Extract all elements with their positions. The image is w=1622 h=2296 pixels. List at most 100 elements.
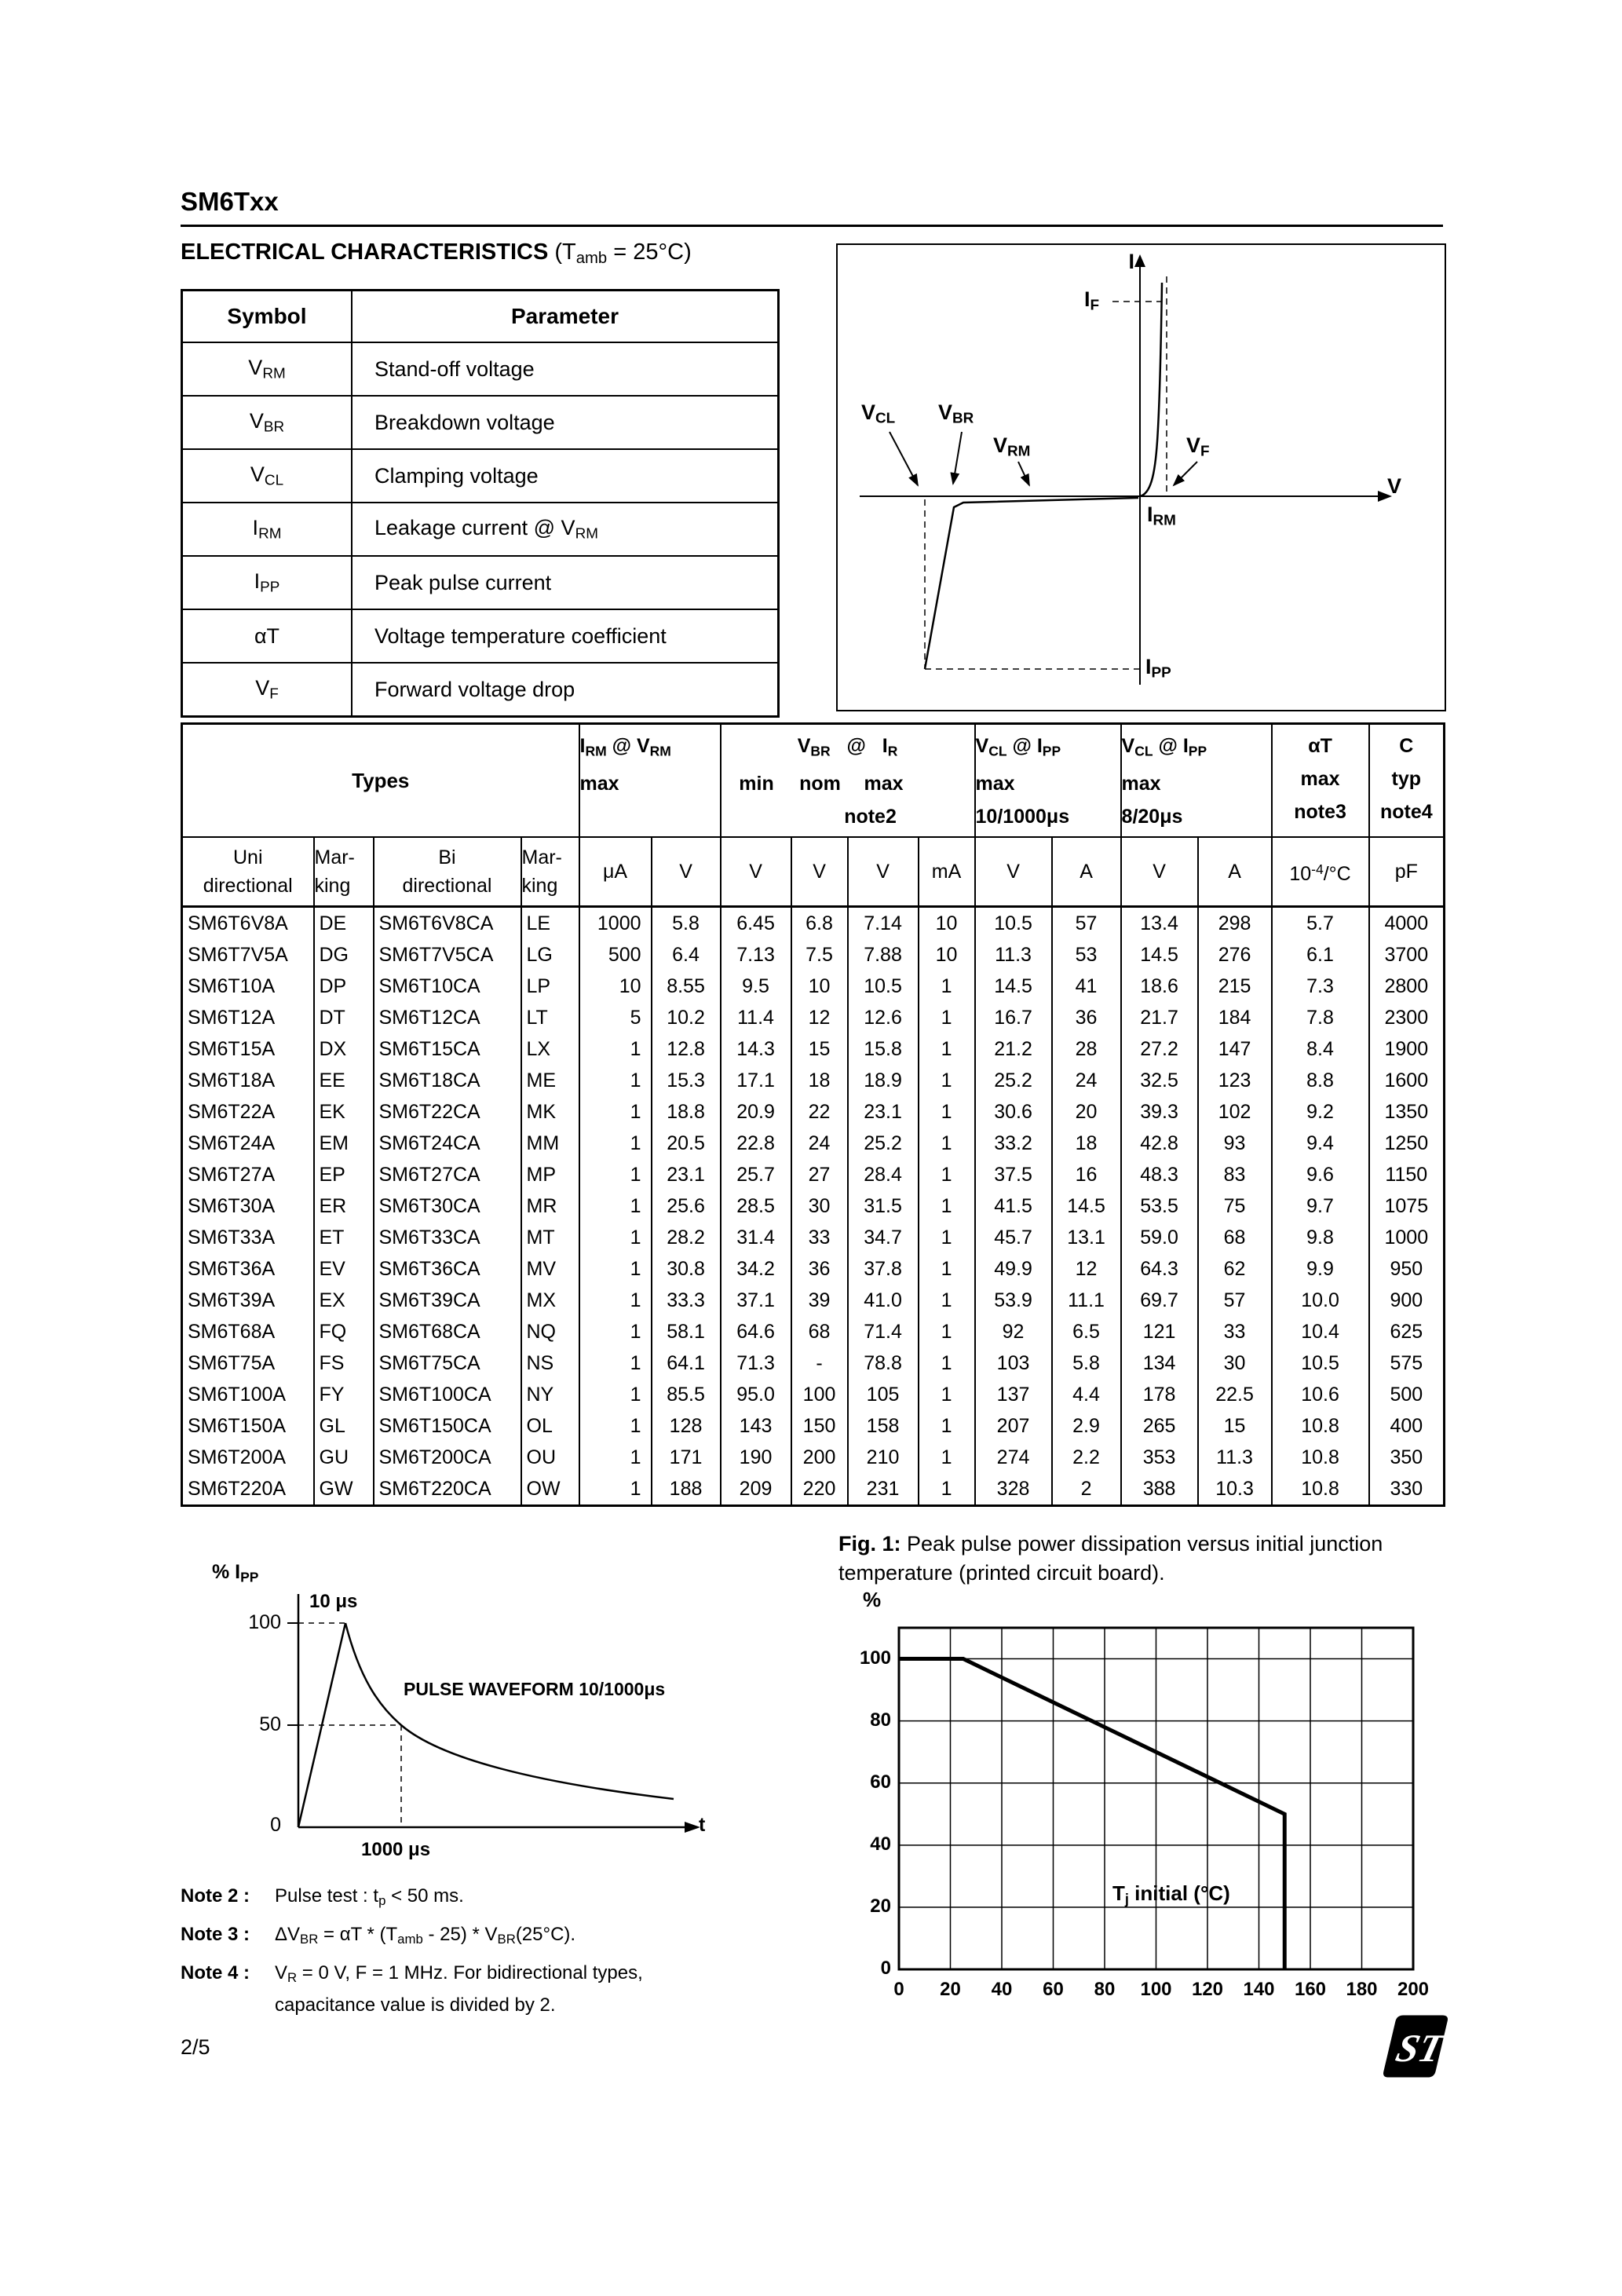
table-row: SM6T33A ET SM6T33CA MT 1 28.2 31.4 33 34.7 1 45.7 1… bbox=[182, 1222, 1445, 1253]
parameter-cell: Stand-off voltage bbox=[351, 342, 780, 397]
table-cell: 36 bbox=[790, 1253, 848, 1285]
col-header-marking-uni: Mar-king bbox=[312, 837, 374, 908]
symbol-cell: IPP bbox=[181, 555, 353, 610]
table-cell: 37.5 bbox=[974, 1159, 1052, 1190]
table-cell: 53 bbox=[1050, 939, 1121, 971]
table-cell: MR bbox=[520, 1190, 579, 1222]
table-cell: 21.7 bbox=[1120, 1002, 1198, 1033]
page-number: 2/5 bbox=[181, 2035, 210, 2059]
table-cell: SM6T150CA bbox=[372, 1410, 521, 1442]
table-cell: 11.3 bbox=[1196, 1442, 1272, 1473]
symbol-table-row: VCL Clamping voltage bbox=[181, 448, 780, 503]
waveform-tick-100: 100 bbox=[248, 1611, 281, 1633]
table-cell: 39 bbox=[790, 1285, 848, 1316]
table-cell: SM6T100CA bbox=[372, 1379, 521, 1410]
table-cell: 30 bbox=[790, 1190, 848, 1222]
table-cell: 207 bbox=[974, 1410, 1052, 1442]
table-cell: 12 bbox=[1050, 1253, 1121, 1285]
waveform-title: PULSE WAVEFORM 10/1000μs bbox=[404, 1679, 666, 1699]
table-cell: SM6T100A bbox=[188, 1383, 287, 1406]
table-cell: 41 bbox=[1050, 971, 1121, 1002]
table-cell: 210 bbox=[846, 1442, 919, 1473]
table-cell: 57 bbox=[1196, 1285, 1272, 1316]
table-cell: SM6T6V8CA bbox=[372, 906, 521, 939]
table-cell: GL bbox=[312, 1410, 374, 1442]
table-cell: 350 bbox=[1368, 1442, 1445, 1473]
table-cell: SM6T33CA bbox=[372, 1222, 521, 1253]
table-cell: 121 bbox=[1120, 1316, 1198, 1347]
st-logo: ST bbox=[1382, 2012, 1450, 2081]
table-cell: 209 bbox=[719, 1473, 791, 1506]
table-cell: 15.8 bbox=[846, 1033, 919, 1065]
table-row: SM6T30A ER SM6T30CA MR 1 25.6 28.5 30 31.5 1 41.5 1… bbox=[182, 1190, 1445, 1222]
note-2-label: Note 2 : bbox=[181, 1885, 250, 1907]
table-cell: LX bbox=[520, 1033, 579, 1065]
table-cell: 9.7 bbox=[1270, 1190, 1369, 1222]
table-cell: 1 bbox=[578, 1347, 652, 1379]
fig1-label: Fig. 1: bbox=[838, 1532, 901, 1556]
section-title: ELECTRICAL CHARACTERISTICS bbox=[181, 239, 555, 265]
x-tick-label: 160 bbox=[1294, 1979, 1327, 2000]
header-irm-group: IRM @ VRM max bbox=[578, 723, 721, 838]
table-cell: 18.8 bbox=[650, 1096, 721, 1128]
header-vcl-8-20-group: VCL @ IPP max 8/20μs bbox=[1120, 723, 1272, 838]
table-cell: 1900 bbox=[1368, 1033, 1445, 1065]
note-2-text: Pulse test : tp < 50 ms. bbox=[275, 1885, 464, 1909]
note-3-text: ΔVBR = αT * (Tamb - 25) * VBR(25°C). bbox=[275, 1924, 576, 1947]
table-cell: 10.5 bbox=[846, 971, 919, 1002]
table-cell: 1 bbox=[917, 1222, 975, 1253]
sub-header-row: Uni directional Mar-king Bi directional Ma… bbox=[181, 837, 1445, 908]
x-tick-label: 200 bbox=[1397, 1979, 1430, 2000]
table-cell: 30.6 bbox=[974, 1096, 1052, 1128]
table-cell: 7.13 bbox=[719, 939, 791, 971]
table-cell: 7.8 bbox=[1270, 1002, 1369, 1033]
table-cell: 39.3 bbox=[1120, 1096, 1198, 1128]
table-cell: LE bbox=[520, 906, 579, 939]
table-cell: 298 bbox=[1196, 906, 1272, 939]
table-cell: 45.7 bbox=[974, 1222, 1052, 1253]
table-cell: 1 bbox=[917, 1190, 975, 1222]
table-cell: 71.4 bbox=[846, 1316, 919, 1347]
table-cell: SM6T36A bbox=[188, 1257, 276, 1280]
if-label: IF bbox=[1084, 287, 1100, 314]
table-cell: SM6T30A bbox=[188, 1194, 276, 1217]
table-cell: FS bbox=[312, 1347, 374, 1379]
table-cell: MT bbox=[520, 1222, 579, 1253]
y-tick-label: 80 bbox=[870, 1709, 891, 1731]
symbol-cell: VF bbox=[181, 662, 353, 718]
table-cell: 24 bbox=[790, 1128, 848, 1159]
pulse-decay-curve bbox=[344, 1622, 674, 1801]
table-cell: ER bbox=[312, 1190, 374, 1222]
table-cell: SM6T75CA bbox=[372, 1347, 521, 1379]
table-cell: 22.8 bbox=[719, 1128, 791, 1159]
table-cell: 625 bbox=[1368, 1316, 1445, 1347]
table-cell: 500 bbox=[1368, 1379, 1445, 1410]
table-cell: 64.6 bbox=[719, 1316, 791, 1347]
table-cell: 9.2 bbox=[1270, 1096, 1369, 1128]
table-cell: 1 bbox=[917, 1442, 975, 1473]
table-row: SM6T22A EK SM6T22CA MK 1 18.8 20.9 22 23.1 1 30.6 2… bbox=[182, 1096, 1445, 1128]
table-cell: 1 bbox=[917, 1065, 975, 1096]
table-cell: 6.5 bbox=[1050, 1316, 1121, 1347]
table-cell: 93 bbox=[1196, 1128, 1272, 1159]
table-cell: 274 bbox=[974, 1442, 1052, 1473]
table-cell: 42.8 bbox=[1120, 1128, 1198, 1159]
table-cell: 10 bbox=[790, 971, 848, 1002]
table-cell: 92 bbox=[974, 1316, 1052, 1347]
parameter-cell: Breakdown voltage bbox=[351, 395, 780, 450]
x-tick-label: 0 bbox=[893, 1979, 904, 2000]
table-cell: 14.3 bbox=[719, 1033, 791, 1065]
table-row: SM6T39A EX SM6T39CA MX 1 33.3 37.1 39 41.0 1 53.9 1… bbox=[182, 1285, 1445, 1316]
table-cell: 78.8 bbox=[846, 1347, 919, 1379]
table-cell: 1 bbox=[917, 971, 975, 1002]
table-cell: 33.3 bbox=[650, 1285, 721, 1316]
x-tick-label: 60 bbox=[1043, 1979, 1064, 2000]
table-cell: 13.4 bbox=[1120, 906, 1198, 939]
table-cell: 265 bbox=[1120, 1410, 1198, 1442]
table-cell: 10.8 bbox=[1270, 1410, 1369, 1442]
table-cell: 14.5 bbox=[974, 971, 1052, 1002]
table-cell: 18.6 bbox=[1120, 971, 1198, 1002]
table-cell: 25.6 bbox=[650, 1190, 721, 1222]
table-row: SM6T220A GW SM6T220CA OW 1 188 209 220 231 1 328 2 3… bbox=[182, 1473, 1445, 1506]
table-cell: 23.1 bbox=[846, 1096, 919, 1128]
